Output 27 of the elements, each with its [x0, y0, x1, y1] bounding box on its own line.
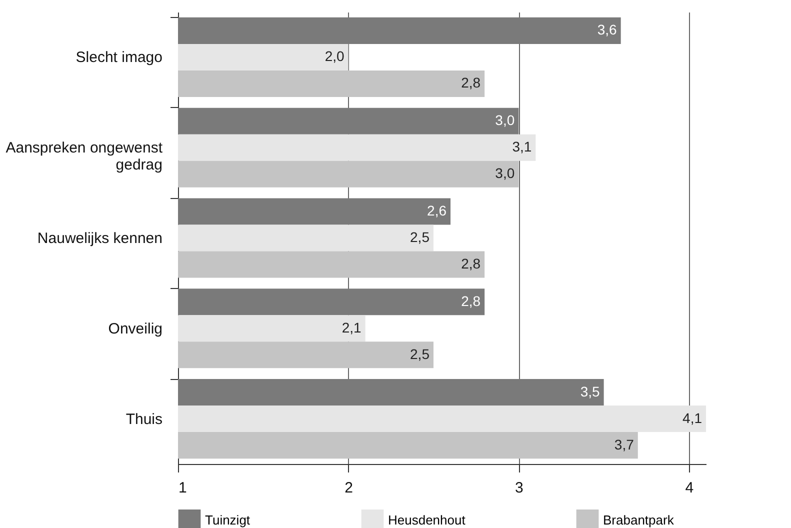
- x-tick-label: 3: [514, 480, 524, 496]
- data-label: 2,5: [410, 229, 430, 245]
- y-tick-label: Thuis: [126, 410, 162, 428]
- data-label: 2,8: [461, 74, 481, 91]
- data-label: 2,0: [324, 48, 345, 64]
- data-label: 3,1: [512, 138, 532, 155]
- data-label: 3,6: [597, 22, 618, 38]
- x-tick-label: 2: [344, 480, 353, 496]
- data-label: 3,5: [580, 383, 600, 400]
- data-label: 3,0: [495, 165, 515, 182]
- y-tick-label: Aanspreken ongewenst gedrag: [6, 140, 164, 174]
- data-label: 2,6: [427, 202, 447, 218]
- x-tick-label: 4: [685, 480, 694, 496]
- y-tick-label: Onveilig: [108, 320, 162, 338]
- legend-label: Brabantpark: [603, 512, 674, 528]
- data-label: 4,1: [682, 410, 702, 426]
- data-label: 3,7: [614, 436, 634, 452]
- data-label: 2,1: [342, 319, 362, 336]
- legend-label: Tuinzigt: [205, 512, 250, 528]
- y-tick-label: Nauwelijks kennen: [37, 230, 162, 247]
- data-label: 3,0: [495, 112, 515, 128]
- y-tick-label: Slecht imago: [76, 49, 162, 66]
- data-label: 2,8: [461, 256, 481, 272]
- legend-label: Heusdenhout: [388, 512, 466, 528]
- x-tick-label: 1: [178, 480, 187, 496]
- data-label: 2,5: [410, 346, 430, 362]
- data-label: 2,8: [461, 292, 481, 309]
